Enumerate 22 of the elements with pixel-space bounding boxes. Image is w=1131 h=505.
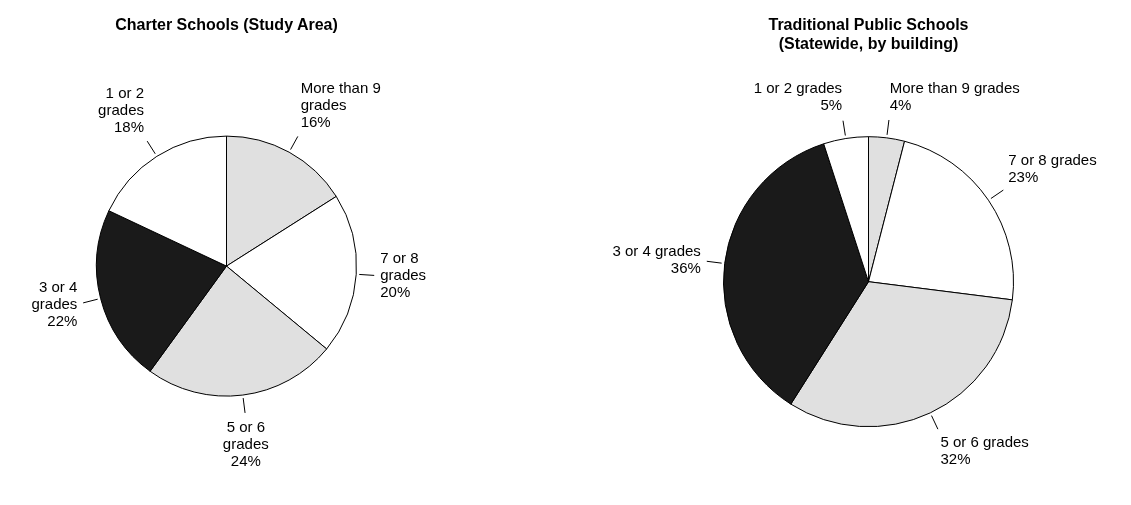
chart-title: Traditional Public Schools (Statewide, by building) bbox=[768, 16, 969, 53]
slice-label: 5 or 6 grades bbox=[222, 417, 269, 452]
data-label: 24% bbox=[230, 451, 261, 469]
data-label: 18% bbox=[113, 117, 144, 135]
slice-label: 7 or 8 grades bbox=[1008, 151, 1097, 169]
data-label: 22% bbox=[47, 311, 78, 329]
data-label: 4% bbox=[889, 95, 912, 113]
chart-title: Charter Schools (Study Area) bbox=[115, 16, 338, 34]
data-label: 20% bbox=[380, 282, 411, 300]
slice-label: 7 or 8 grades bbox=[380, 248, 427, 283]
data-label: 16% bbox=[300, 112, 331, 130]
slice-label: 1 or 2 grades bbox=[98, 83, 144, 118]
slice-label: 5 or 6 grades bbox=[940, 433, 1029, 451]
data-label: 32% bbox=[940, 450, 971, 468]
data-label: 23% bbox=[1008, 168, 1039, 186]
slice-label: More than 9 grades bbox=[889, 78, 1020, 96]
data-label: 36% bbox=[670, 259, 701, 277]
slice-label: 3 or 4 grades bbox=[612, 242, 701, 260]
slice-label: 3 or 4 grades bbox=[31, 277, 78, 312]
data-label: 5% bbox=[820, 96, 843, 114]
slice-label: 1 or 2 grades bbox=[753, 79, 843, 97]
slice-label: More than 9 grades bbox=[300, 78, 381, 113]
